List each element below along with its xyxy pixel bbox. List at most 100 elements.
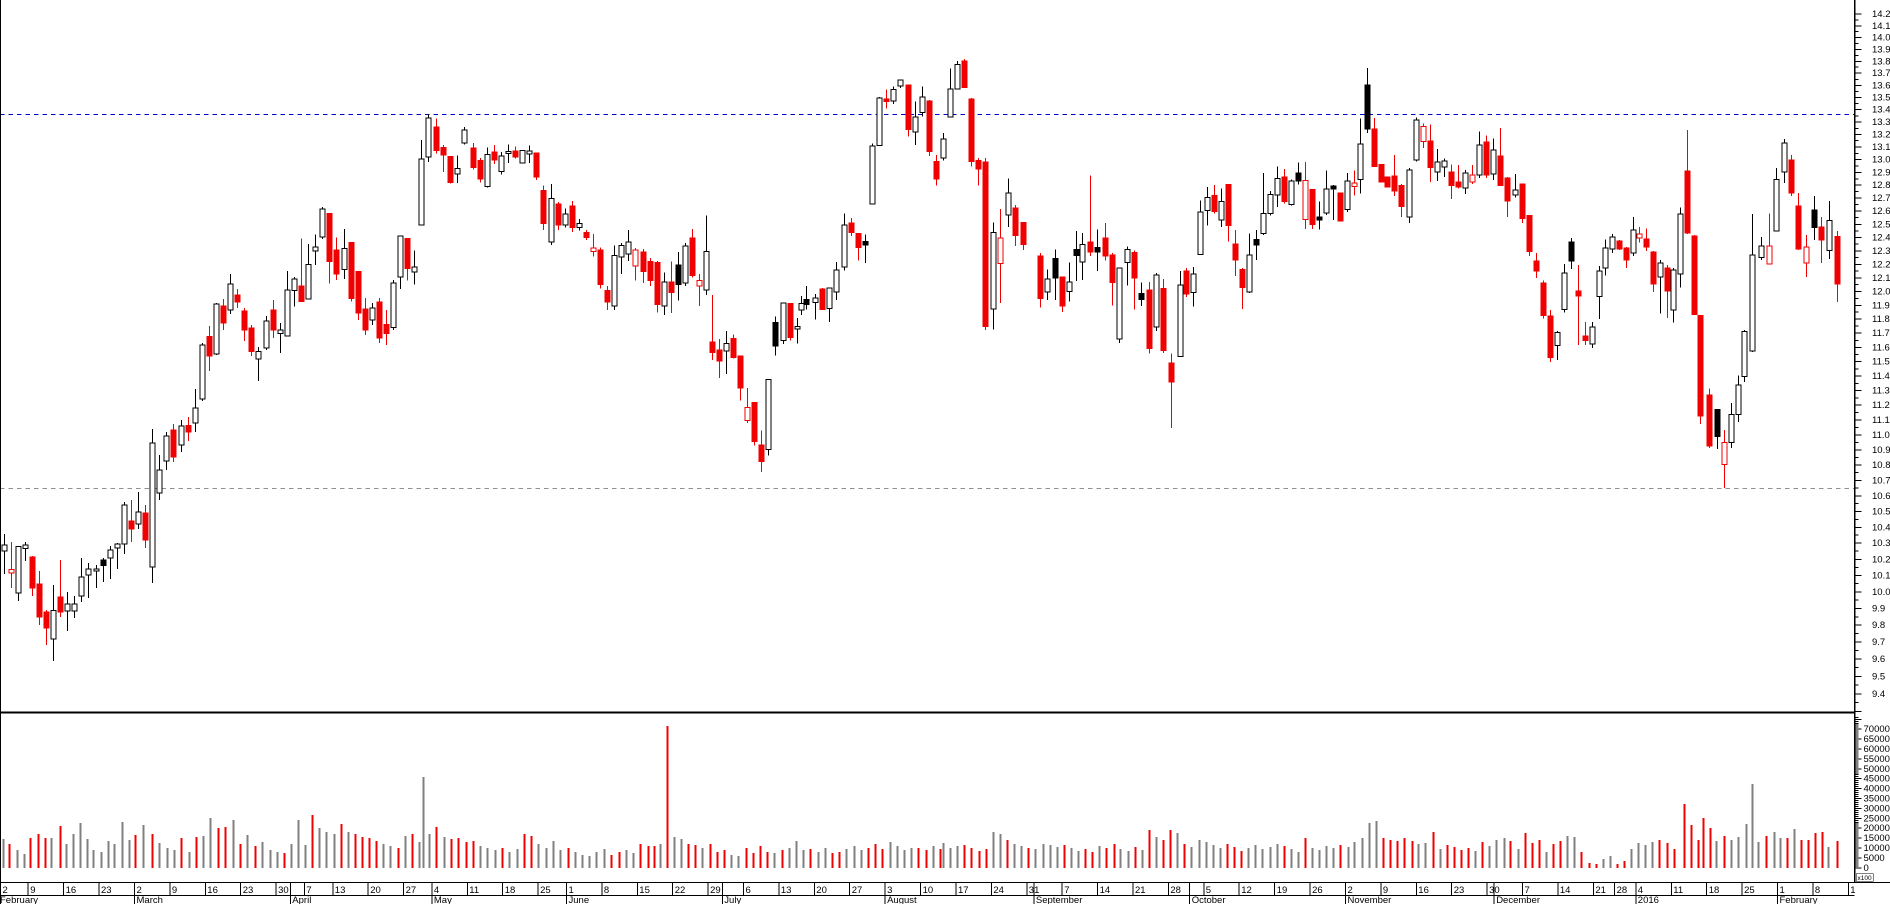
- svg-text:12.5: 12.5: [1872, 219, 1890, 230]
- svg-text:22: 22: [675, 885, 686, 896]
- svg-text:11: 11: [469, 885, 479, 896]
- svg-text:11.5: 11.5: [1872, 357, 1890, 368]
- svg-text:11.0: 11.0: [1872, 430, 1890, 441]
- svg-text:10.7: 10.7: [1872, 475, 1890, 486]
- svg-text:27: 27: [406, 885, 417, 896]
- svg-text:4: 4: [434, 885, 439, 896]
- svg-text:30000: 30000: [1864, 803, 1890, 814]
- svg-text:30: 30: [278, 885, 289, 896]
- svg-text:11.9: 11.9: [1872, 300, 1890, 311]
- svg-text:13: 13: [335, 885, 346, 896]
- svg-text:13.5: 13.5: [1872, 93, 1890, 104]
- svg-text:20000: 20000: [1864, 823, 1890, 834]
- svg-text:20: 20: [370, 885, 381, 896]
- svg-text:17: 17: [958, 885, 969, 896]
- svg-text:13.4: 13.4: [1872, 105, 1890, 116]
- svg-text:10.6: 10.6: [1872, 491, 1890, 502]
- svg-text:December: December: [1496, 895, 1540, 904]
- svg-text:12.0: 12.0: [1872, 287, 1890, 298]
- svg-text:10.0: 10.0: [1872, 587, 1890, 598]
- svg-text:9: 9: [172, 885, 177, 896]
- svg-text:18: 18: [505, 885, 516, 896]
- svg-text:9: 9: [1383, 885, 1388, 896]
- svg-text:13.2: 13.2: [1872, 130, 1890, 141]
- svg-text:12.4: 12.4: [1872, 233, 1890, 244]
- svg-text:26: 26: [1312, 885, 1323, 896]
- svg-text:50000: 50000: [1864, 764, 1890, 775]
- svg-text:2: 2: [1348, 885, 1353, 896]
- svg-text:September: September: [1036, 895, 1082, 904]
- svg-text:1: 1: [1780, 885, 1785, 896]
- svg-text:19: 19: [1277, 885, 1288, 896]
- svg-text:May: May: [434, 895, 452, 904]
- svg-text:14.0: 14.0: [1872, 33, 1890, 44]
- svg-text:11.3: 11.3: [1872, 386, 1890, 397]
- svg-text:0: 0: [1864, 863, 1869, 874]
- svg-text:14.1: 14.1: [1872, 21, 1890, 32]
- svg-text:10.9: 10.9: [1872, 445, 1890, 456]
- svg-text:8: 8: [1815, 885, 1820, 896]
- svg-text:9.7: 9.7: [1872, 637, 1885, 648]
- svg-text:5: 5: [1206, 885, 1211, 896]
- svg-text:9.5: 9.5: [1872, 671, 1885, 682]
- svg-text:60000: 60000: [1864, 744, 1890, 755]
- svg-text:10.5: 10.5: [1872, 507, 1890, 518]
- svg-text:1: 1: [1850, 885, 1855, 896]
- svg-text:23: 23: [101, 885, 112, 896]
- svg-text:13.3: 13.3: [1872, 117, 1890, 128]
- svg-text:23: 23: [1454, 885, 1465, 896]
- svg-text:24: 24: [993, 885, 1004, 896]
- svg-text:15: 15: [639, 885, 650, 896]
- svg-text:45000: 45000: [1864, 774, 1890, 785]
- svg-text:25000: 25000: [1864, 813, 1890, 824]
- svg-text:10.1: 10.1: [1872, 571, 1890, 582]
- svg-text:13.6: 13.6: [1872, 80, 1890, 91]
- svg-text:7: 7: [1064, 885, 1069, 896]
- svg-text:October: October: [1192, 895, 1226, 904]
- svg-text:4: 4: [1638, 885, 1643, 896]
- svg-text:11.4: 11.4: [1872, 371, 1890, 382]
- svg-text:3: 3: [887, 885, 892, 896]
- svg-text:16: 16: [207, 885, 218, 896]
- svg-text:28: 28: [1617, 885, 1628, 896]
- svg-text:12.1: 12.1: [1872, 273, 1890, 284]
- svg-text:12.2: 12.2: [1872, 259, 1890, 270]
- svg-text:x100: x100: [1858, 875, 1872, 882]
- svg-text:7: 7: [306, 885, 311, 896]
- svg-text:7: 7: [1525, 885, 1530, 896]
- svg-text:55000: 55000: [1864, 754, 1890, 765]
- svg-text:25: 25: [1744, 885, 1755, 896]
- svg-text:February: February: [0, 895, 38, 904]
- svg-text:2016: 2016: [1638, 895, 1659, 904]
- svg-text:June: June: [569, 895, 590, 904]
- svg-text:14: 14: [1100, 885, 1111, 896]
- svg-text:15000: 15000: [1864, 833, 1890, 844]
- svg-text:11.1: 11.1: [1872, 415, 1890, 426]
- svg-text:9.6: 9.6: [1872, 654, 1885, 665]
- svg-text:10000: 10000: [1864, 843, 1890, 854]
- svg-text:16: 16: [66, 885, 77, 896]
- svg-text:18: 18: [1709, 885, 1720, 896]
- svg-text:5000: 5000: [1864, 853, 1885, 864]
- svg-text:10.8: 10.8: [1872, 460, 1890, 471]
- svg-text:11.7: 11.7: [1872, 328, 1890, 339]
- svg-text:10: 10: [923, 885, 934, 896]
- svg-text:August: August: [887, 895, 917, 904]
- svg-text:November: November: [1348, 895, 1392, 904]
- svg-text:12.7: 12.7: [1872, 193, 1890, 204]
- svg-text:July: July: [724, 895, 741, 904]
- svg-text:20: 20: [816, 885, 827, 896]
- svg-text:12.6: 12.6: [1872, 206, 1890, 217]
- svg-text:29: 29: [710, 885, 721, 896]
- svg-text:25: 25: [540, 885, 551, 896]
- svg-text:13.8: 13.8: [1872, 56, 1890, 67]
- svg-text:11.6: 11.6: [1872, 342, 1890, 353]
- svg-text:21: 21: [1595, 885, 1606, 896]
- svg-text:10.2: 10.2: [1872, 554, 1890, 565]
- svg-text:14.2: 14.2: [1872, 9, 1890, 20]
- svg-text:27: 27: [852, 885, 863, 896]
- svg-text:13.0: 13.0: [1872, 155, 1890, 166]
- svg-text:12.8: 12.8: [1872, 180, 1890, 191]
- svg-text:2: 2: [3, 885, 8, 896]
- svg-text:70000: 70000: [1864, 724, 1890, 735]
